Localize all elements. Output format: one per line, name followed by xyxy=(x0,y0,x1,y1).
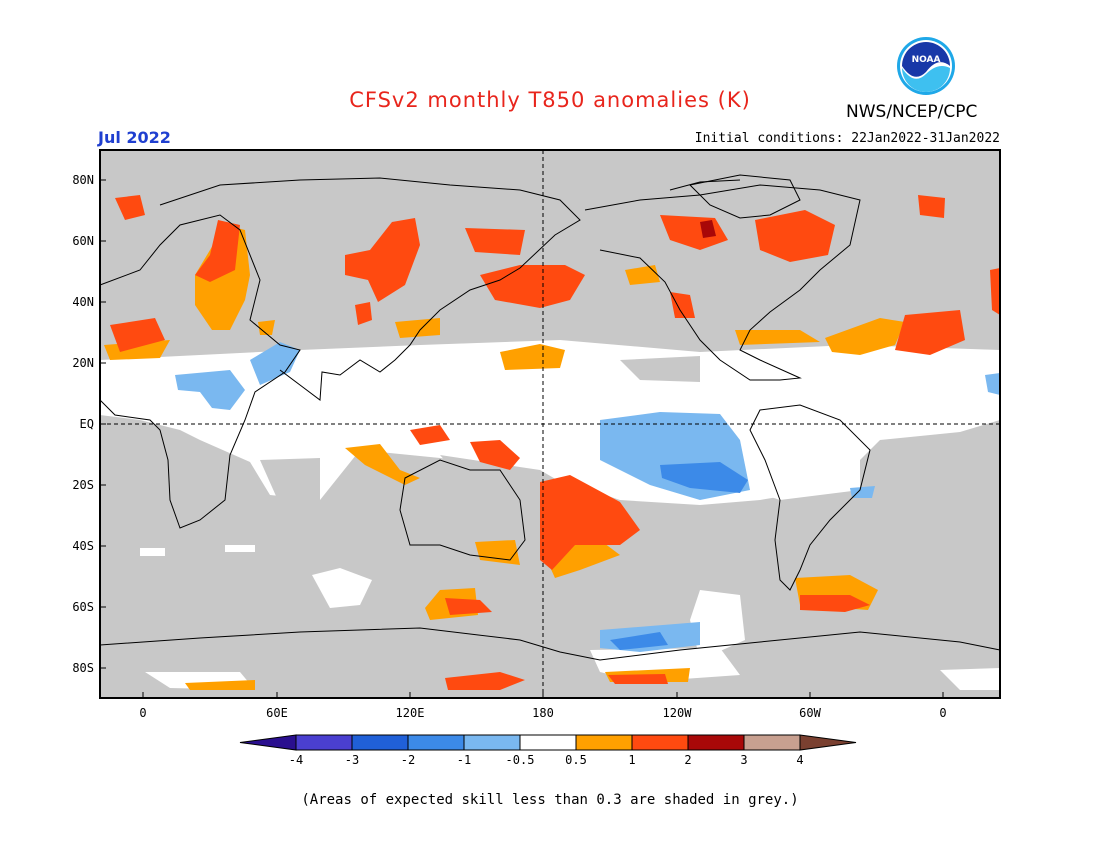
initial-conditions: Initial conditions: 22Jan2022-31Jan2022 xyxy=(694,131,1000,146)
coastlines xyxy=(99,174,1001,661)
legend-swatch xyxy=(519,734,577,751)
legend-swatch xyxy=(407,734,465,751)
lat-label: 20S xyxy=(72,478,94,492)
skill-note: (Areas of expected skill less than 0.3 a… xyxy=(301,792,799,808)
legend-label: 0.5 xyxy=(565,753,587,767)
lat-label: 80S xyxy=(72,661,94,675)
positive-anomalies-strong xyxy=(700,220,716,238)
longitude-labels: 0 60E 120E 180 120W 60W 0 xyxy=(139,706,946,720)
lon-label: 120E xyxy=(396,706,425,720)
logo-text: NOAA xyxy=(912,55,941,65)
legend-label: -3 xyxy=(345,753,359,767)
legend-swatch xyxy=(743,734,801,751)
latitude-labels: 80N 60N 40N 20N EQ 20S 40S 60S 80S xyxy=(72,173,94,675)
lon-label: 180 xyxy=(532,706,554,720)
lat-label: EQ xyxy=(80,417,94,431)
legend-label: 3 xyxy=(740,753,747,767)
australia-outline xyxy=(399,459,526,561)
legend-label: -2 xyxy=(401,753,415,767)
legend-swatch xyxy=(575,734,633,751)
legend-label: -4 xyxy=(289,753,303,767)
lon-label: 60E xyxy=(266,706,288,720)
lat-label: 60N xyxy=(72,234,94,248)
legend-arrow-low xyxy=(239,734,297,751)
lon-label: 60W xyxy=(799,706,821,720)
asia-outline xyxy=(159,177,581,401)
north-america-outline xyxy=(584,184,861,381)
tick-marks xyxy=(100,179,944,698)
legend-swatch xyxy=(295,734,353,751)
legend-label: -1 xyxy=(457,753,471,767)
noaa-logo-icon: NOAA xyxy=(897,37,955,95)
legend-swatch xyxy=(631,734,689,751)
legend-swatch xyxy=(687,734,745,751)
legend-arrow-high xyxy=(799,734,857,751)
map-title: CFSv2 monthly T850 anomalies (K) xyxy=(349,88,751,112)
legend-swatch xyxy=(351,734,409,751)
lon-label: 0 xyxy=(939,706,946,720)
legend-label: 1 xyxy=(628,753,635,767)
lat-label: 40S xyxy=(72,539,94,553)
africa-europe-outline xyxy=(99,214,301,529)
greenland-north-outline xyxy=(669,179,741,191)
positive-anomalies-moderate xyxy=(110,195,1000,690)
legend-label: -0.5 xyxy=(506,753,535,767)
legend-label: 2 xyxy=(684,753,691,767)
lat-label: 40N xyxy=(72,295,94,309)
greenland-outline xyxy=(688,174,801,219)
lon-label: 0 xyxy=(139,706,146,720)
legend-label: 4 xyxy=(796,753,803,767)
forecast-month: Jul 2022 xyxy=(98,128,171,147)
lon-label: 120W xyxy=(663,706,693,720)
south-america-outline xyxy=(749,404,871,591)
legend-swatch xyxy=(463,734,521,751)
antarctica-outline xyxy=(99,627,1001,661)
lat-label: 80N xyxy=(72,173,94,187)
agency-label: NWS/NCEP/CPC xyxy=(846,102,978,122)
negative-anomalies xyxy=(175,342,1000,652)
lat-label: 20N xyxy=(72,356,94,370)
lat-label: 60S xyxy=(72,600,94,614)
color-legend: -4 -3 -2 -1 -0.5 0.5 1 2 3 4 xyxy=(239,734,857,767)
